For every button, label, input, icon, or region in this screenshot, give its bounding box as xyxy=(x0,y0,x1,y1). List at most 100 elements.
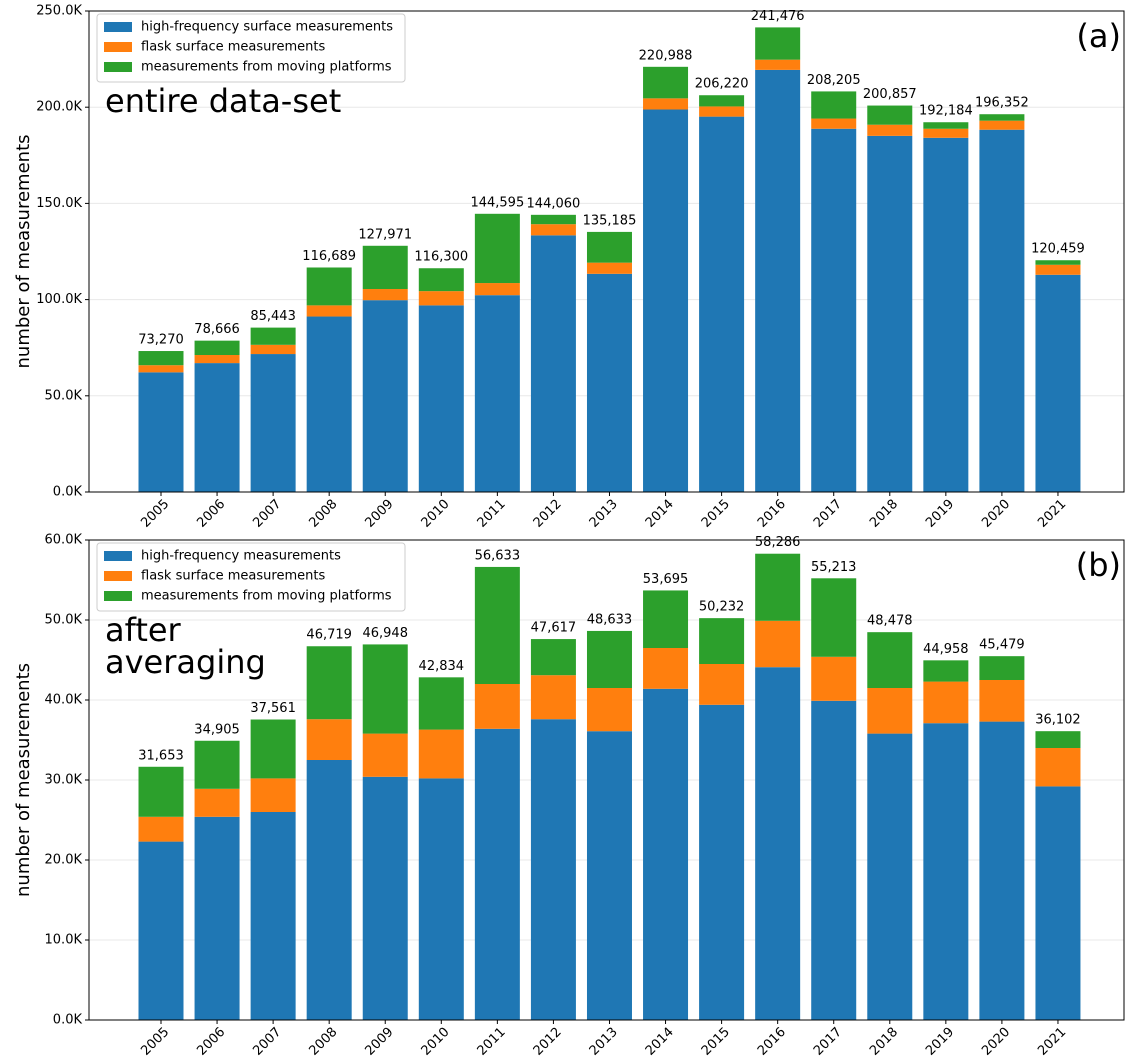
total-label: 116,300 xyxy=(414,250,468,265)
x-tick-label: 2005 xyxy=(138,497,172,531)
total-label: 116,689 xyxy=(302,249,356,264)
bar-segment xyxy=(1035,274,1081,492)
bar-segment xyxy=(586,688,632,732)
x-tick-label: 2019 xyxy=(923,1025,957,1059)
bar-segment xyxy=(138,372,184,492)
bar-segment xyxy=(1035,731,1081,748)
x-tick-label: 2012 xyxy=(531,1025,565,1059)
bar-segment xyxy=(699,116,745,493)
bar-segment xyxy=(474,728,520,1020)
total-label: 36,102 xyxy=(1035,713,1081,728)
total-label: 37,561 xyxy=(250,701,296,716)
y-tick-label: 0.0K xyxy=(53,485,83,500)
x-tick-label: 2013 xyxy=(587,497,621,531)
bar-segment xyxy=(194,740,240,789)
x-tick-label: 2006 xyxy=(194,497,228,531)
total-label: 46,948 xyxy=(362,626,408,641)
bar-segment xyxy=(138,816,184,842)
bar-segment xyxy=(755,667,801,1020)
bar-segment xyxy=(811,578,857,657)
bar-segment xyxy=(1035,748,1081,787)
legend-label: high-frequency measurements xyxy=(141,549,341,564)
bar-segment xyxy=(194,363,240,492)
bar-segment xyxy=(867,688,913,734)
bar-segment xyxy=(418,677,464,730)
bar-segment xyxy=(586,231,632,263)
bar-segment xyxy=(418,729,464,779)
y-tick-label: 200.0K xyxy=(36,100,82,115)
total-label: 144,060 xyxy=(527,196,581,211)
legend-swatch xyxy=(104,591,132,601)
bar-segment xyxy=(755,620,801,668)
bar-segment xyxy=(1035,264,1081,275)
y-tick-label: 30.0K xyxy=(45,773,83,788)
total-label: 34,905 xyxy=(194,722,240,737)
legend-label: flask surface measurements xyxy=(141,569,325,584)
bar-segment xyxy=(138,841,184,1020)
x-tick-label: 2015 xyxy=(699,1025,733,1059)
y-axis-label: number of measurements xyxy=(13,663,34,897)
bar-segment xyxy=(979,721,1025,1020)
panel-label: (a) xyxy=(1076,17,1121,55)
bar-segment xyxy=(586,630,632,688)
x-tick-label: 2008 xyxy=(306,1025,340,1059)
bar-segment xyxy=(867,135,913,492)
x-tick-label: 2020 xyxy=(979,1025,1013,1059)
x-tick-label: 2011 xyxy=(475,497,509,531)
bar-segment xyxy=(1035,260,1081,265)
x-tick-label: 2013 xyxy=(587,1025,621,1059)
x-tick-label: 2006 xyxy=(194,1025,228,1059)
legend-label: flask surface measurements xyxy=(141,40,325,55)
panel-subtitle: averaging xyxy=(105,643,266,681)
total-label: 48,478 xyxy=(867,614,913,629)
total-label: 127,971 xyxy=(358,227,412,242)
bar-segment xyxy=(362,289,408,301)
bar-segment xyxy=(1035,786,1081,1020)
bar-segment xyxy=(474,295,520,492)
bar-segment xyxy=(867,124,913,136)
bar-segment xyxy=(250,778,296,812)
legend-label: measurements from moving platforms xyxy=(141,60,392,75)
total-label: 85,443 xyxy=(250,309,296,324)
plot-frame xyxy=(88,10,1125,493)
x-tick-label: 2017 xyxy=(811,497,845,531)
bar-segment xyxy=(362,300,408,492)
bar-segment xyxy=(979,129,1025,492)
y-axis-label: number of measurements xyxy=(13,135,34,369)
total-label: 45,479 xyxy=(979,638,1025,653)
x-tick-label: 2021 xyxy=(1035,1025,1069,1059)
bar-segment xyxy=(474,283,520,296)
y-tick-label: 100.0K xyxy=(36,292,82,307)
total-label: 208,205 xyxy=(807,73,861,88)
y-tick-label: 60.0K xyxy=(45,533,83,548)
y-tick-label: 20.0K xyxy=(45,853,83,868)
x-tick-label: 2010 xyxy=(419,1025,453,1059)
total-label: 120,459 xyxy=(1031,242,1085,257)
bar-segment xyxy=(979,680,1025,722)
bar-segment xyxy=(586,731,632,1020)
legend-swatch xyxy=(104,551,132,561)
bar-segment xyxy=(418,291,464,306)
plot-frame xyxy=(88,539,1125,1021)
bar-segment xyxy=(194,355,240,364)
bar-segment xyxy=(923,723,969,1020)
bar-segment xyxy=(586,273,632,492)
total-label: 192,184 xyxy=(919,104,973,119)
bar-segment xyxy=(979,120,1025,130)
bar-segment xyxy=(755,27,801,60)
x-tick-label: 2009 xyxy=(363,1025,397,1059)
x-tick-label: 2016 xyxy=(755,1025,789,1059)
panel: 0.0K 10.0K 20.0K 30.0K 40.0K 50.0K 60.0K number… xyxy=(13,533,1125,1059)
bar-segment xyxy=(194,816,240,1020)
bar-segment xyxy=(699,106,745,117)
bar-segment xyxy=(194,340,240,356)
bar-segment xyxy=(138,766,184,817)
bar-segment xyxy=(643,590,689,648)
bar-segment xyxy=(811,656,857,701)
bar-segment xyxy=(755,69,801,493)
bar-segment xyxy=(643,688,689,1020)
y-tick-label: 10.0K xyxy=(45,933,83,948)
total-label: 55,213 xyxy=(811,560,857,575)
bar-segment xyxy=(643,66,689,99)
bar-segment xyxy=(418,778,464,1020)
